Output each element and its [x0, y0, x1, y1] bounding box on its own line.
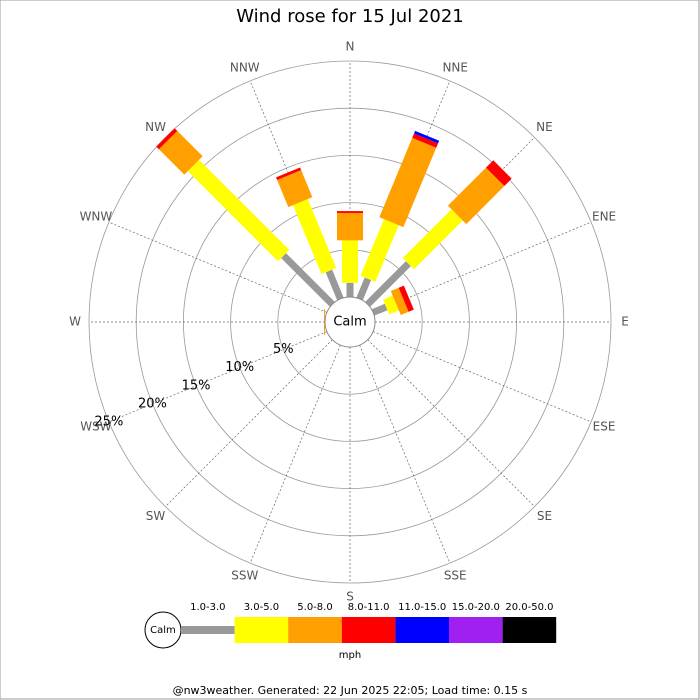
- bar-segment: [337, 212, 363, 241]
- ring-label: 10%: [225, 360, 254, 375]
- ring: [88, 60, 612, 584]
- bar-segment: [360, 219, 399, 282]
- spoke: [372, 221, 592, 313]
- ring-label: 25%: [94, 414, 123, 429]
- legend-label: 3.0-5.0: [244, 602, 279, 613]
- direction-label: SW: [146, 509, 166, 523]
- bar-segment: [383, 295, 399, 315]
- legend-label: 8.0-11.0: [348, 602, 390, 613]
- legend-label: 20.0-50.0: [505, 602, 553, 613]
- direction-bar: [371, 285, 414, 316]
- direction-bar: [356, 130, 440, 301]
- spoke: [108, 221, 328, 313]
- bar-segment: [485, 160, 512, 187]
- direction-label: E: [621, 315, 629, 329]
- legend-swatch: [181, 626, 235, 634]
- bar-segment: [447, 167, 505, 225]
- ring-label: 15%: [182, 378, 211, 393]
- calm-circle: [324, 296, 376, 348]
- legend-swatch: [341, 617, 396, 643]
- bar-segment: [292, 199, 337, 275]
- direction-bar: [365, 160, 512, 307]
- legend-swatch: [234, 617, 289, 643]
- spoke: [359, 344, 451, 564]
- bar-segment: [342, 240, 358, 283]
- legend-calm-label: Calm: [150, 625, 176, 636]
- legend-swatch: [502, 617, 557, 643]
- bar-segment: [156, 128, 178, 150]
- legend-label: 1.0-3.0: [190, 602, 225, 613]
- direction-label: WNW: [80, 209, 113, 223]
- bar-segment: [277, 170, 313, 208]
- direction-label: SSE: [444, 569, 467, 583]
- bar-segment: [371, 303, 388, 316]
- direction-label: NNE: [442, 60, 468, 74]
- spoke: [108, 331, 328, 423]
- direction-label: NNW: [230, 60, 260, 74]
- bar-segment: [356, 277, 372, 301]
- ring: [230, 202, 470, 442]
- calm-label: Calm: [333, 315, 366, 330]
- bar-segment: [281, 253, 335, 307]
- ring-label: 20%: [138, 396, 167, 411]
- legend-swatch: [288, 617, 342, 643]
- direction-label: S: [346, 590, 354, 604]
- bar-segment: [414, 130, 440, 144]
- bar-segment: [379, 137, 437, 228]
- ring-label: 5%: [273, 342, 294, 357]
- spoke: [367, 339, 535, 507]
- direction-label: SE: [537, 509, 552, 523]
- direction-label: NW: [145, 120, 166, 134]
- bar-segment: [325, 269, 344, 301]
- legend-swatch: [449, 617, 503, 643]
- direction-label: NE: [536, 120, 553, 134]
- bar-segment: [398, 285, 414, 312]
- direction-label: SSW: [231, 569, 258, 583]
- unit-label: mph: [339, 650, 361, 661]
- legend-swatch: [395, 617, 449, 643]
- bar-segment: [346, 282, 354, 297]
- bar-segment: [187, 159, 290, 262]
- direction-bar: [337, 211, 363, 297]
- bar-segment: [390, 287, 409, 316]
- legend-label: 15.0-20.0: [452, 602, 500, 613]
- direction-label: ENE: [592, 209, 616, 223]
- direction-bar: [156, 128, 335, 307]
- spoke: [372, 331, 592, 423]
- direction-label: N: [346, 40, 355, 54]
- bar-segment: [337, 211, 363, 213]
- bar-segment: [412, 133, 439, 148]
- direction-bar: [276, 167, 344, 301]
- spoke: [165, 339, 333, 507]
- footer: @nw3weather. Generated: 22 Jun 2025 22:0…: [173, 684, 528, 697]
- legend-label: 5.0-8.0: [297, 602, 332, 613]
- bar-segment: [402, 209, 463, 270]
- chart-title: Wind rose for 15 Jul 2021: [236, 6, 464, 27]
- direction-label: ESE: [593, 420, 616, 434]
- bar-segment: [276, 167, 302, 181]
- bar-segment: [158, 130, 203, 175]
- spoke: [249, 344, 341, 564]
- legend-label: 11.0-15.0: [398, 602, 446, 613]
- direction-label: W: [69, 315, 81, 329]
- direction-label: WSW: [80, 420, 111, 434]
- bar-segment: [365, 261, 411, 307]
